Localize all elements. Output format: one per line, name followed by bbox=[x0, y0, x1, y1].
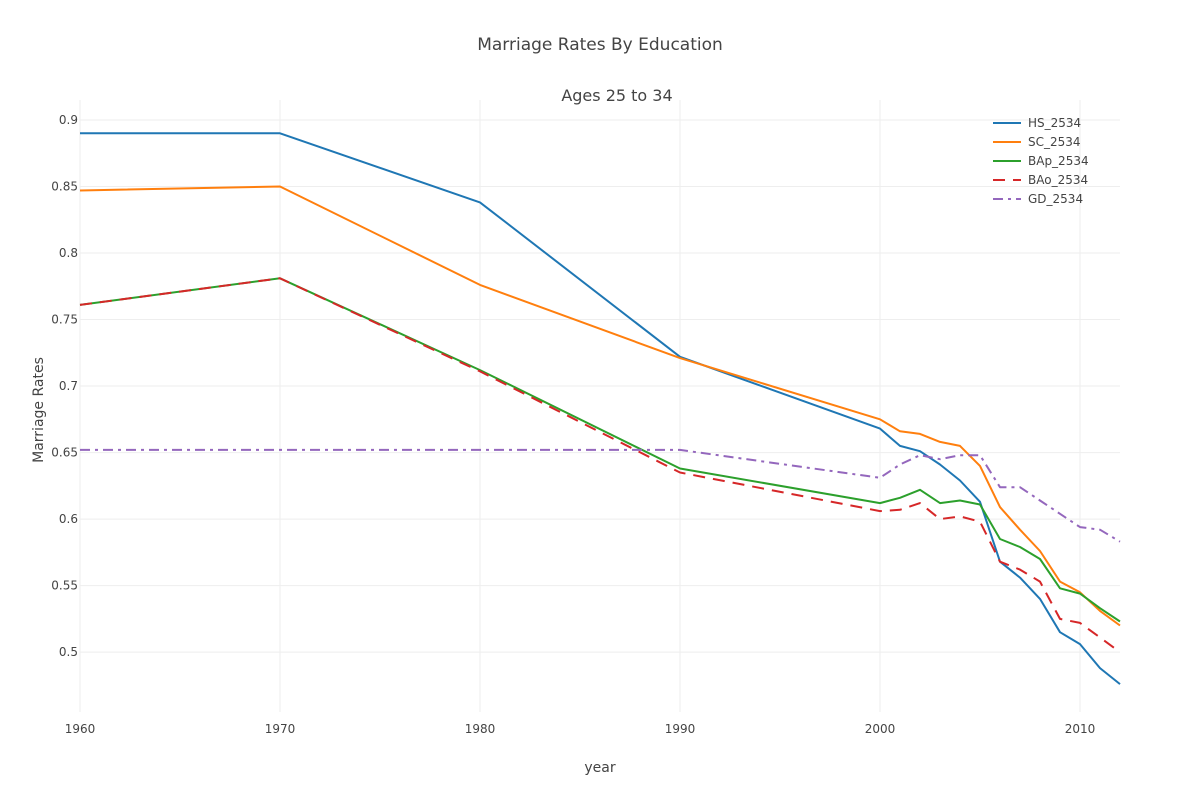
y-tick-label: 0.75 bbox=[51, 313, 78, 327]
x-tick-label: 2000 bbox=[865, 722, 896, 736]
x-tick-label: 2010 bbox=[1065, 722, 1096, 736]
chart-subtitle: Ages 25 to 34 bbox=[561, 86, 672, 105]
x-axis-label: year bbox=[584, 760, 615, 776]
legend-label: BAp_2534 bbox=[1028, 154, 1089, 168]
legend-item[interactable]: BAo_2534 bbox=[993, 173, 1088, 187]
legend-item[interactable]: GD_2534 bbox=[993, 192, 1083, 206]
legend-item[interactable]: HS_2534 bbox=[993, 116, 1081, 130]
y-tick-label: 0.65 bbox=[51, 446, 78, 460]
legend[interactable]: HS_2534 SC_2534 BAp_2534 BAo_2534 GD_2534 bbox=[993, 116, 1089, 206]
series-line-bap-2534 bbox=[79, 277, 1121, 623]
legend-label: GD_2534 bbox=[1028, 192, 1083, 206]
legend-item[interactable]: SC_2534 bbox=[993, 135, 1081, 149]
y-tick-label: 0.7 bbox=[59, 379, 78, 393]
y-tick-label: 0.8 bbox=[59, 246, 78, 260]
y-tick-label: 0.9 bbox=[59, 113, 78, 127]
x-tick-label: 1960 bbox=[65, 722, 96, 736]
legend-item[interactable]: BAp_2534 bbox=[993, 154, 1089, 168]
x-tick-label: 1990 bbox=[665, 722, 696, 736]
x-tick-label: 1980 bbox=[465, 722, 496, 736]
y-tick-label: 0.55 bbox=[51, 579, 78, 593]
series-line-gd-2534 bbox=[80, 448, 1121, 543]
grid bbox=[79, 100, 1120, 712]
series-line-hs-2534 bbox=[80, 132, 1121, 685]
series-line-bao-2534 bbox=[79, 277, 1121, 653]
axis-ticks: 1960 1970 1980 1990 2000 2010 0.5 0.55 0.6 0.65 0.… bbox=[51, 113, 1095, 736]
series-line-sc-2534 bbox=[79, 185, 1121, 627]
y-tick-label: 0.85 bbox=[51, 179, 78, 193]
legend-label: SC_2534 bbox=[1028, 135, 1081, 149]
x-tick-label: 1970 bbox=[265, 722, 296, 736]
legend-label: HS_2534 bbox=[1028, 116, 1081, 130]
series-lines bbox=[79, 132, 1121, 685]
y-tick-label: 0.6 bbox=[59, 512, 78, 526]
legend-label: BAo_2534 bbox=[1028, 173, 1088, 187]
y-tick-label: 0.5 bbox=[59, 645, 78, 659]
y-axis-label: Marriage Rates bbox=[31, 357, 47, 463]
chart-title: Marriage Rates By Education bbox=[477, 35, 723, 55]
